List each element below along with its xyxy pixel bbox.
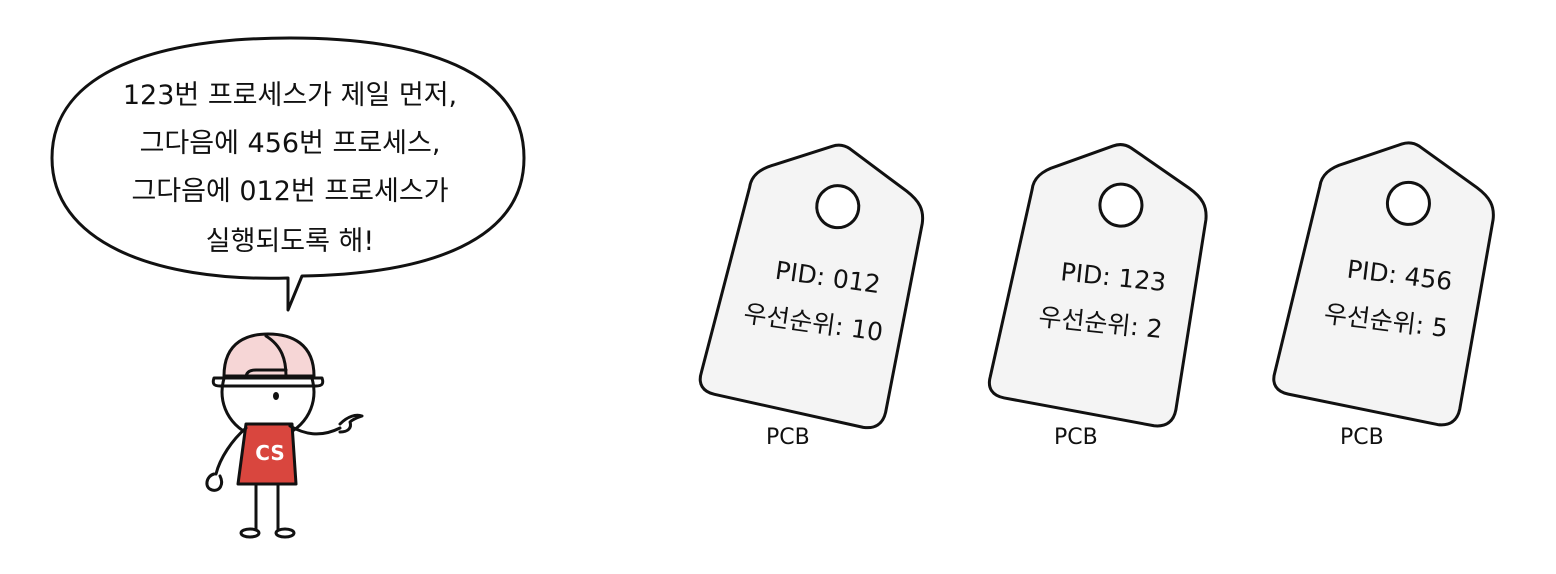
bubble-line-1: 123번 프로세스가 제일 먼저,	[123, 80, 457, 111]
pcb-tag-2: PID: 123 우선순위: 2 PCB	[987, 143, 1208, 450]
character: CS	[205, 332, 364, 539]
tag-hole	[1385, 180, 1431, 226]
bubble-line-4: 실행되도록 해!	[206, 226, 374, 257]
tag-body	[698, 143, 925, 430]
speech-bubble-outline	[50, 36, 526, 312]
character-shirt	[236, 422, 298, 486]
hard-hat-icon	[222, 332, 316, 378]
hard-hat-brim	[211, 376, 325, 388]
pointing-hand-icon	[338, 413, 364, 434]
character-right-foot	[274, 527, 296, 539]
character-left-hand	[205, 472, 224, 492]
pcb-tag-3: PID: 456 우선순위: 5 PCB	[1272, 141, 1495, 450]
tag-hole	[1098, 182, 1144, 228]
pcb-label: PCB	[1340, 425, 1384, 450]
pcb-label: PCB	[766, 425, 810, 450]
bubble-line-3: 그다음에 012번 프로세스가	[131, 176, 448, 207]
character-left-arm	[214, 426, 248, 476]
tag-hole	[815, 184, 861, 230]
pcb-tag-1: PID: 012 우선순위: 10 PCB	[698, 143, 925, 450]
tag-body	[1272, 141, 1495, 427]
tag-body	[987, 143, 1208, 428]
character-right-arm	[288, 424, 342, 436]
speech-bubble: 123번 프로세스가 제일 먼저, 그다음에 456번 프로세스, 그다음에 0…	[50, 36, 526, 312]
character-left-foot	[239, 527, 261, 539]
bubble-line-2: 그다음에 456번 프로세스,	[140, 128, 441, 159]
pcb-label: PCB	[1054, 425, 1098, 450]
character-eye	[273, 392, 279, 400]
shirt-logo: CS	[255, 441, 284, 465]
